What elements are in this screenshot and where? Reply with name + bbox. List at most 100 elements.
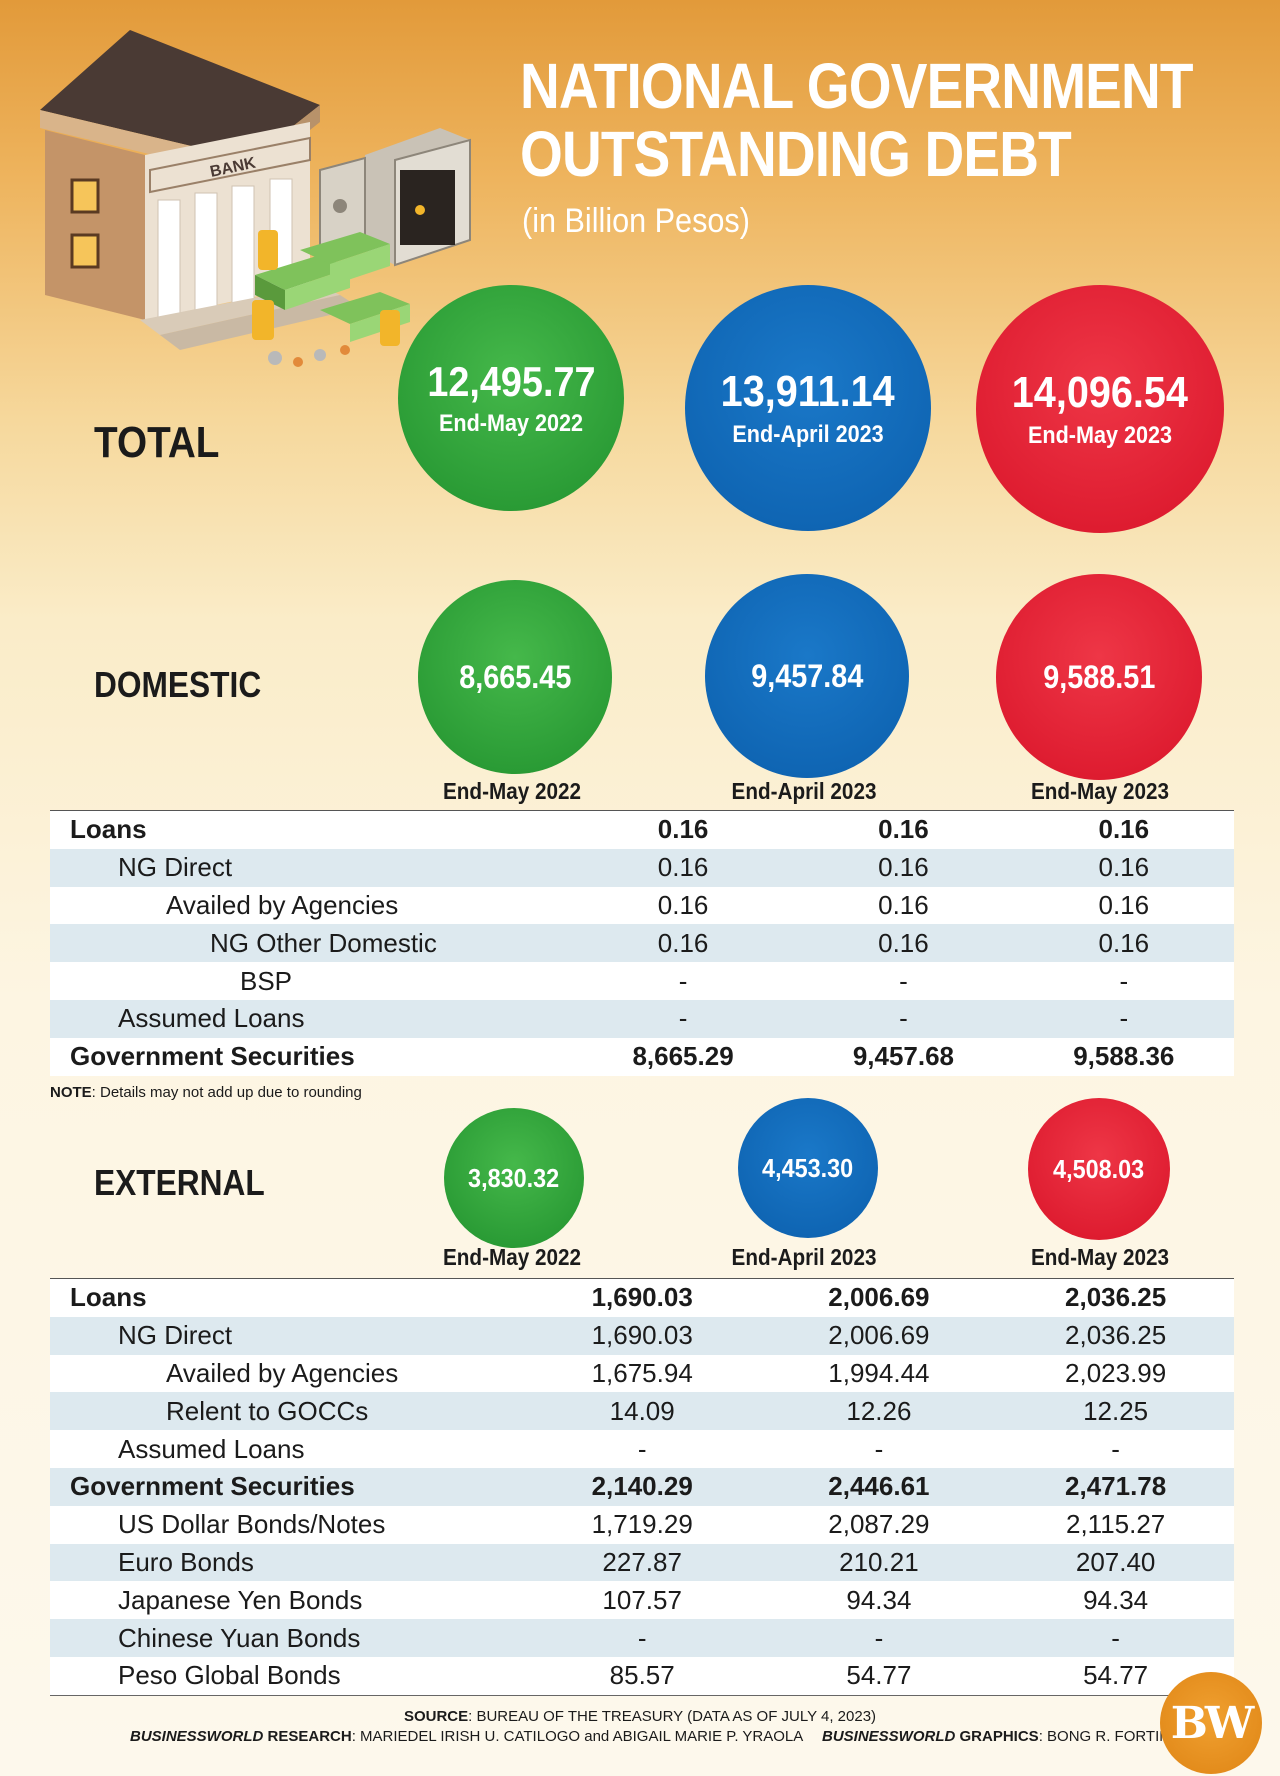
cell-value: - [793, 962, 1014, 1000]
row-label: Availed by Agencies [50, 886, 573, 925]
cell-value: 1,994.44 [760, 1354, 998, 1393]
row-label: NG Direct [50, 1316, 524, 1355]
row-label: US Dollar Bonds/Notes [50, 1505, 524, 1544]
domestic-value: 9,457.84 [750, 657, 864, 694]
row-label: NG Direct [50, 848, 573, 887]
cell-value: 0.16 [793, 848, 1014, 887]
external-column-header: End-May 2023 [1030, 1244, 1170, 1270]
external-circle-may-2022: 3,830.32 [444, 1108, 584, 1248]
table-row: Loans 0.16 0.16 0.16 [50, 810, 1234, 849]
cell-value: 1,690.03 [523, 1316, 761, 1355]
cell-value: 94.34 [760, 1581, 998, 1620]
bank-illustration: BANK [40, 30, 471, 367]
table-row: Peso Global Bonds 85.57 54.77 54.77 [50, 1656, 1234, 1695]
note-label: NOTE [50, 1084, 92, 1101]
row-label: Euro Bonds [50, 1543, 524, 1582]
cell-value: - [572, 999, 794, 1038]
cell-value: 9,457.68 [793, 1037, 1014, 1076]
cell-value: 12.26 [760, 1392, 998, 1431]
external-column-header: End-April 2023 [731, 1244, 877, 1270]
external-value: 4,508.03 [1053, 1153, 1145, 1184]
cell-value: 2,471.78 [997, 1467, 1234, 1506]
cell-value: 0.16 [793, 924, 1014, 963]
cell-value: - [523, 1619, 761, 1657]
cell-value: 0.16 [572, 810, 794, 849]
table-row: Chinese Yuan Bonds - - - [50, 1619, 1234, 1657]
page-subtitle: (in Billion Pesos) [522, 202, 750, 240]
source-text: : BUREAU OF THE TREASURY (DATA AS OF JUL… [468, 1708, 877, 1725]
cell-value: 207.40 [997, 1543, 1234, 1582]
table-row: Euro Bonds 227.87 210.21 207.40 [50, 1543, 1234, 1582]
research-text: : MARIEDEL IRISH U. CATILOGO and ABIGAIL… [351, 1728, 804, 1745]
rounding-note: NOTE: Details may not add up due to roun… [50, 1084, 362, 1101]
external-circle-april-2023: 4,453.30 [738, 1098, 878, 1238]
domestic-circle-may-2022: 8,665.45 [418, 580, 612, 774]
cell-value: 2,140.29 [523, 1467, 761, 1506]
cell-value: 2,087.29 [760, 1505, 998, 1544]
cell-value: - [1013, 999, 1234, 1038]
table-row: Availed by Agencies 1,675.94 1,994.44 2,… [50, 1354, 1234, 1393]
total-period: End-May 2023 [1027, 422, 1173, 449]
cell-value: 0.16 [572, 924, 794, 963]
total-value: 14,096.54 [1011, 368, 1189, 417]
table-row: Japanese Yen Bonds 107.57 94.34 94.34 [50, 1581, 1234, 1620]
cell-value: 0.16 [572, 848, 794, 887]
cell-value: - [997, 1430, 1234, 1468]
domestic-column-header: End-May 2022 [442, 778, 582, 804]
row-label: Chinese Yuan Bonds [50, 1619, 524, 1657]
table-row: US Dollar Bonds/Notes 1,719.29 2,087.29 … [50, 1505, 1234, 1544]
cell-value: - [793, 999, 1014, 1038]
source-line: SOURCE: BUREAU OF THE TREASURY (DATA AS … [0, 1708, 1280, 1725]
cell-value: 2,036.25 [997, 1316, 1234, 1355]
row-label: NG Other Domestic [50, 924, 573, 963]
cell-value: 9,588.36 [1013, 1037, 1234, 1076]
table-row: NG Other Domestic 0.16 0.16 0.16 [50, 924, 1234, 963]
external-table: Loans 1,690.03 2,006.69 2,036.25 NG Dire… [50, 1278, 1234, 1695]
row-label: BSP [50, 962, 573, 1000]
table-divider [50, 1695, 1234, 1696]
row-label: Government Securities [50, 1467, 524, 1506]
cell-value: 2,023.99 [997, 1354, 1234, 1393]
domestic-value: 8,665.45 [458, 658, 572, 695]
domestic-circle-may-2023: 9,588.51 [996, 574, 1202, 780]
row-label: Loans [50, 810, 573, 849]
row-label: Assumed Loans [50, 999, 573, 1038]
cell-value: 107.57 [523, 1581, 761, 1620]
total-circle-may-2023: 14,096.54 End-May 2023 [976, 285, 1224, 533]
graphics-credit: BUSINESSWORLD GRAPHICS: BONG R. FORTIN [822, 1728, 1170, 1745]
cell-value: 0.16 [572, 886, 794, 925]
cell-value: 227.87 [523, 1543, 761, 1582]
note-text: : Details may not add up due to rounding [91, 1084, 362, 1101]
cell-value: - [760, 1430, 998, 1468]
row-label: Relent to GOCCs [50, 1392, 524, 1431]
external-value: 4,453.30 [762, 1152, 854, 1183]
cell-value: 2,006.69 [760, 1316, 998, 1355]
graphics-label: GRAPHICS [955, 1728, 1039, 1745]
row-label: Loans [50, 1278, 524, 1317]
total-label: TOTAL [94, 418, 220, 467]
table-row: BSP - - - [50, 962, 1234, 1000]
cell-value: 54.77 [760, 1656, 998, 1695]
cell-value: - [572, 962, 794, 1000]
cell-value: - [760, 1619, 998, 1657]
cell-value: 0.16 [1013, 924, 1234, 963]
table-row: Government Securities 2,140.29 2,446.61 … [50, 1467, 1234, 1506]
table-row: Relent to GOCCs 14.09 12.26 12.25 [50, 1392, 1234, 1431]
table-row: NG Direct 0.16 0.16 0.16 [50, 848, 1234, 887]
cell-value: 2,006.69 [760, 1278, 998, 1317]
row-label: Assumed Loans [50, 1430, 524, 1468]
title-line-2: OUTSTANDING DEBT [520, 118, 1072, 190]
domestic-value: 9,588.51 [1042, 658, 1156, 695]
credits-line: BUSINESSWORLD RESEARCH: MARIEDEL IRISH U… [130, 1728, 803, 1745]
graphics-brand: BUSINESSWORLD [822, 1728, 956, 1745]
external-column-header: End-May 2022 [442, 1244, 582, 1270]
table-row: NG Direct 1,690.03 2,006.69 2,036.25 [50, 1316, 1234, 1355]
graphics-text: : BONG R. FORTIN [1038, 1728, 1171, 1745]
external-circle-may-2023: 4,508.03 [1028, 1098, 1170, 1240]
cell-value: 8,665.29 [572, 1037, 794, 1076]
cell-value: 0.16 [793, 810, 1014, 849]
domestic-circle-april-2023: 9,457.84 [705, 574, 909, 778]
cell-value: 0.16 [793, 886, 1014, 925]
domestic-label: DOMESTIC [94, 664, 262, 705]
external-label: EXTERNAL [94, 1162, 265, 1203]
